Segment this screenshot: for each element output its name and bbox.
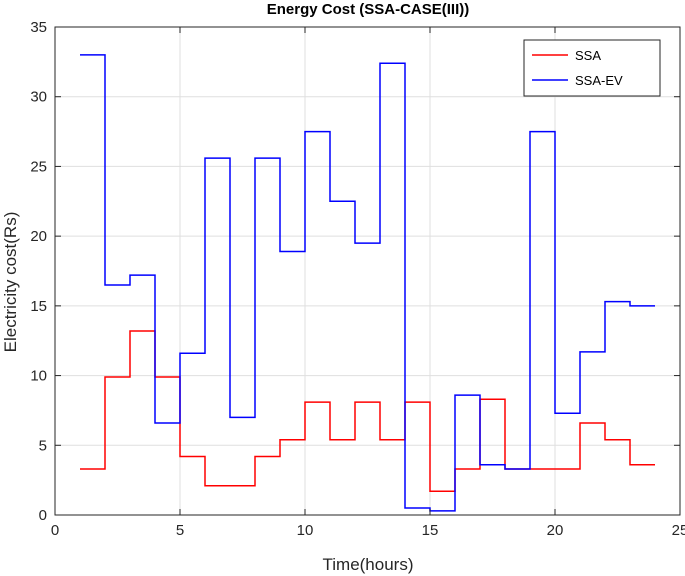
x-tick-label: 25: [672, 522, 685, 539]
legend-label-ssa-ev: SSA-EV: [575, 73, 623, 88]
x-axis: 0 5 10 15 20 25: [51, 27, 685, 539]
legend-box: [523, 39, 661, 97]
x-tick-label: 0: [51, 522, 59, 539]
y-tick-label: 30: [30, 89, 47, 106]
axes-box: [54, 26, 681, 516]
plot-area: [55, 27, 680, 515]
y-tick-label: 20: [30, 228, 47, 245]
y-tick-label: 0: [39, 507, 47, 524]
y-axis-label: Electricity cost(Rs): [1, 212, 20, 353]
legend-label-ssa: SSA: [575, 48, 601, 63]
series-layer: [80, 54, 655, 512]
y-tick-label: 5: [39, 437, 47, 454]
legend[interactable]: SSA SSA-EV: [523, 39, 661, 97]
x-tick-label: 15: [422, 522, 439, 539]
y-tick-label: 35: [30, 19, 47, 36]
x-tick-label: 5: [176, 522, 184, 539]
y-tick-label: 10: [30, 368, 47, 385]
series-line-ssa-ev: [80, 54, 655, 512]
y-axis: 0 5 10 15 20 25 30 35: [30, 19, 680, 524]
x-axis-label: Time(hours): [323, 555, 414, 574]
chart-title: Energy Cost (SSA-CASE(III)): [267, 1, 470, 18]
y-tick-label: 15: [30, 298, 47, 315]
x-tick-label: 20: [547, 522, 564, 539]
y-tick-label: 25: [30, 158, 47, 175]
x-tick-label: 10: [297, 522, 314, 539]
